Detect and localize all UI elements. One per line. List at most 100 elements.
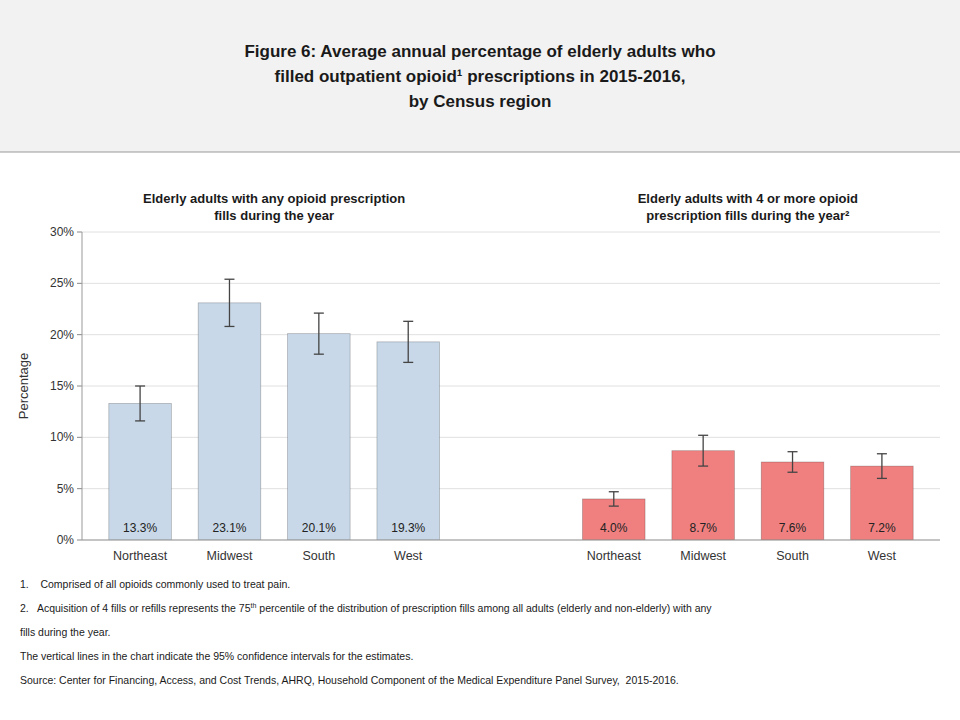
header-separator <box>0 152 960 153</box>
footnote: 1. Comprised of all opioids commonly use… <box>20 578 290 590</box>
error-bar-cap <box>788 451 798 452</box>
data-label: 20.1% <box>302 521 336 535</box>
y-tick <box>77 283 82 284</box>
y-tick-label: 25% <box>50 276 74 290</box>
data-label: 19.3% <box>391 521 425 535</box>
error-bar-cap <box>135 420 145 421</box>
x-tick-label: Northeast <box>587 549 642 563</box>
x-axis-line <box>82 540 940 541</box>
chart: Figure 6: Average annual percentage of e… <box>0 0 960 720</box>
x-tick-label: South <box>776 549 809 563</box>
y-tick <box>77 232 82 233</box>
error-bar-stem <box>139 386 140 421</box>
error-bar-cap <box>224 326 234 327</box>
y-tick <box>77 488 82 489</box>
error-bar <box>788 452 798 473</box>
x-tick-label: West <box>394 549 423 563</box>
footnote: Source: Center for Financing, Access, an… <box>20 674 679 686</box>
footnote: fills during the year. <box>20 626 110 638</box>
grid-line <box>82 283 940 284</box>
bar <box>198 303 261 540</box>
y-tick-label: 15% <box>50 379 74 393</box>
y-tick-label: 10% <box>50 430 74 444</box>
error-bar <box>135 386 145 421</box>
footnote: The vertical lines in the chart indicate… <box>20 650 413 662</box>
y-tick-label: 30% <box>50 225 74 239</box>
labels: 13.3% 23.1% 20.1% 19.3% 4.0% 8.7% 7.6% 7.2% <box>123 521 896 535</box>
footnote-text-after: percentile of the distribution of prescr… <box>256 602 712 614</box>
y-tick-label: 20% <box>50 328 74 342</box>
header-band <box>0 0 960 152</box>
x-tick-label: West <box>868 549 897 563</box>
y-tick-label: 0% <box>57 533 75 547</box>
data-label: 8.7% <box>689 521 717 535</box>
title: Figure 6: Average annual percentage of e… <box>244 42 715 111</box>
footnote: 2. Acquisition of 4 fills or refills rep… <box>20 602 712 614</box>
error-bar <box>403 321 413 362</box>
error-bar-stem <box>881 454 882 479</box>
y-tick <box>77 386 82 387</box>
group-title-line: Elderly adults with any opioid prescript… <box>143 191 405 206</box>
y-tick <box>77 437 82 438</box>
title-line: Figure 6: Average annual percentage of e… <box>244 42 715 61</box>
data-label: 23.1% <box>212 521 246 535</box>
bar <box>109 403 172 540</box>
error-bar-cap <box>609 491 619 492</box>
y-tick-label: 5% <box>57 482 75 496</box>
title-line: filled outpatient opioid¹ prescriptions … <box>275 67 686 86</box>
bar <box>377 342 440 540</box>
footnote-text: Source: Center for Financing, Access, an… <box>20 674 679 686</box>
x-tick-label: Midwest <box>207 549 253 563</box>
grid <box>82 232 940 540</box>
footnote-text: 1. Comprised of all opioids commonly use… <box>20 578 290 590</box>
x-tick-label: South <box>303 549 336 563</box>
error-bar-cap <box>403 362 413 363</box>
group-title: Elderly adults with any opioid prescript… <box>143 191 405 223</box>
footnote-text: fills during the year. <box>20 626 110 638</box>
error-bar-cap <box>788 472 798 473</box>
error-bar <box>877 454 887 479</box>
error-bar <box>224 279 234 326</box>
bar <box>288 334 351 540</box>
error-bar-stem <box>703 435 704 466</box>
y-axis-line <box>82 232 83 540</box>
error-bar-stem <box>613 492 614 506</box>
group-title-line: Elderly adults with 4 or more opioid <box>638 191 858 206</box>
error-bar-cap <box>877 478 887 479</box>
error-bar-cap <box>698 435 708 436</box>
y-tick <box>77 334 82 335</box>
error-bar-cap <box>877 453 887 454</box>
group-title-line: fills during the year <box>214 208 334 223</box>
error-bar-cap <box>609 505 619 506</box>
x-tick-label: Northeast <box>113 549 168 563</box>
footnote-text: 2. Acquisition of 4 fills or refills rep… <box>20 602 251 614</box>
error-bar-cap <box>403 321 413 322</box>
grid-line <box>82 232 940 233</box>
group-title-line: prescription fills during the year² <box>646 208 850 223</box>
data-label: 4.0% <box>600 521 628 535</box>
error-bar-stem <box>792 452 793 473</box>
data-label: 7.2% <box>868 521 896 535</box>
error-bar-cap <box>314 312 324 313</box>
grid-line <box>82 540 940 541</box>
error-bar <box>609 492 619 506</box>
error-bar-stem <box>318 313 319 354</box>
title-line: by Census region <box>409 92 552 111</box>
error-bar-cap <box>698 465 708 466</box>
x-tick-label: Midwest <box>680 549 726 563</box>
data-label: 13.3% <box>123 521 157 535</box>
error-bar <box>698 435 708 466</box>
error-bar-stem <box>408 321 409 362</box>
group-title: Elderly adults with 4 or more opioid pres… <box>638 191 858 223</box>
error-bar-cap <box>135 385 145 386</box>
error-bar-cap <box>224 279 234 280</box>
y-tick <box>77 540 82 541</box>
bar <box>761 462 824 540</box>
error-bar-stem <box>229 279 230 326</box>
data-label: 7.6% <box>779 521 807 535</box>
error-bar <box>314 313 324 354</box>
error-bar-cap <box>314 354 324 355</box>
footnote-text: The vertical lines in the chart indicate… <box>20 650 413 662</box>
marks <box>109 279 913 540</box>
y-axis-label: Percentage <box>16 353 31 420</box>
